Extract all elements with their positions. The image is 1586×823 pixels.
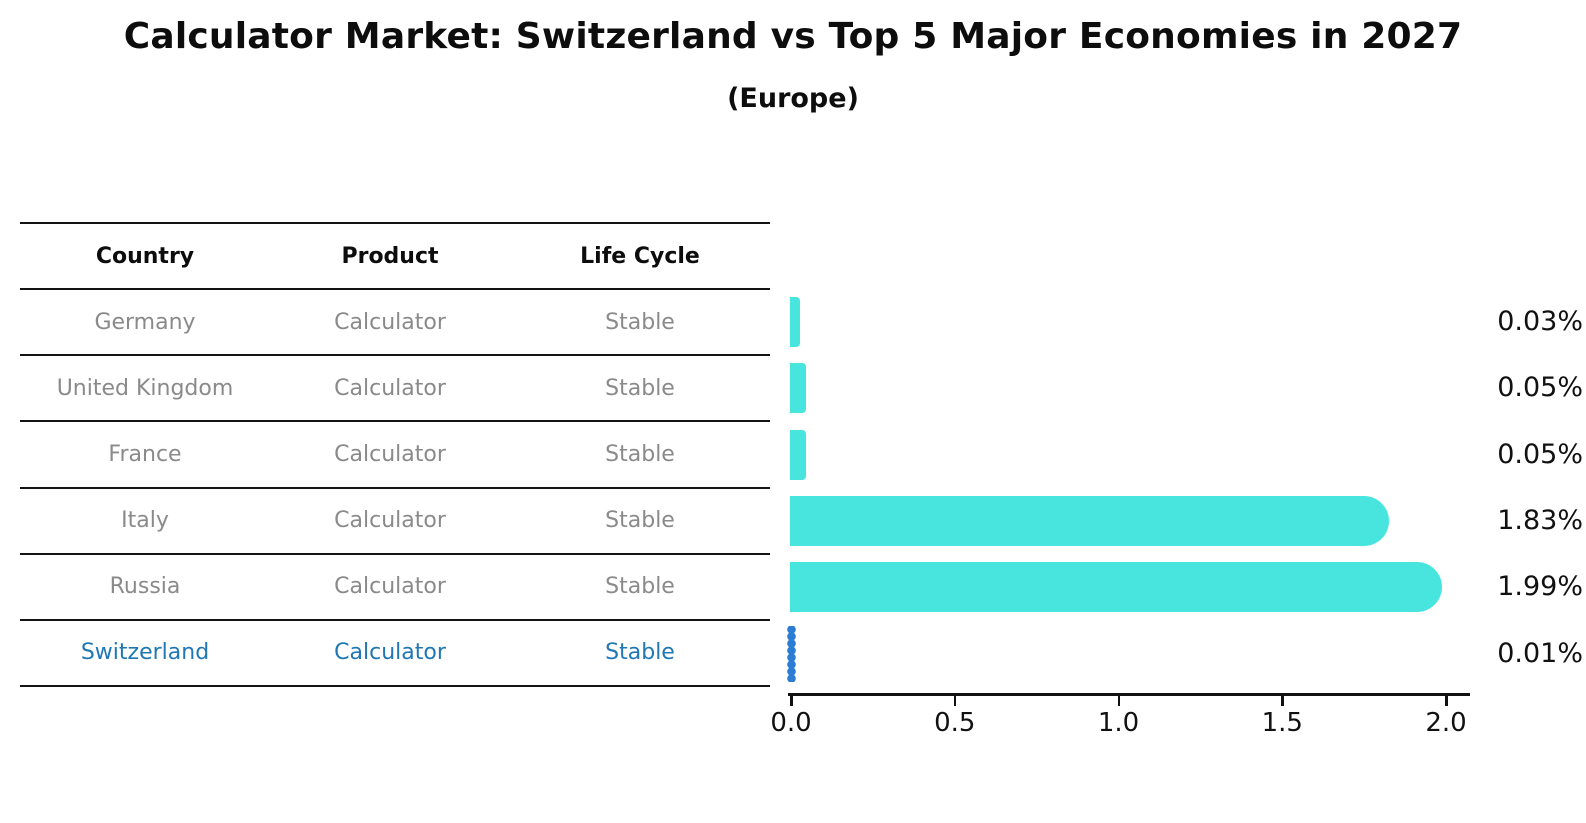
value-label-germany: 0.03% (1497, 305, 1583, 337)
cell-product: Calculator (334, 375, 446, 401)
table-row-italy: Italy Calculator Stable (20, 486, 770, 553)
cell-country: Italy (121, 508, 169, 534)
table-row-germany: Germany Calculator Stable (20, 288, 770, 354)
cell-country: Germany (94, 309, 196, 335)
x-tick-mark (1445, 696, 1448, 706)
cell-product: Calculator (334, 640, 446, 666)
bar-france (790, 429, 807, 480)
table-row-france: France Calculator Stable (20, 420, 770, 486)
x-tick-label: 0.5 (934, 708, 976, 738)
cell-country: Russia (109, 574, 181, 600)
cell-life-cycle: Stable (605, 574, 675, 600)
value-label-united-kingdom: 0.05% (1497, 372, 1583, 404)
value-label-italy: 1.83% (1497, 504, 1583, 536)
chart-subtitle: (Europe) (727, 83, 859, 114)
x-tick-mark (790, 696, 793, 706)
cell-life-cycle: Stable (605, 508, 675, 534)
bar-switzerland (787, 625, 796, 682)
table-row-united-kingdom: United Kingdom Calculator Stable (20, 354, 770, 420)
cell-life-cycle: Stable (605, 441, 675, 467)
bar-russia (790, 562, 1442, 613)
cell-country: France (108, 441, 182, 467)
country-table: Country Product Life Cycle Germany Calcul… (20, 222, 770, 687)
x-tick-label: 1.5 (1261, 708, 1303, 738)
cell-country: United Kingdom (56, 375, 234, 401)
x-axis-line (788, 693, 1470, 696)
cell-product: Calculator (334, 508, 446, 534)
cell-life-cycle: Stable (605, 640, 675, 666)
table-row-switzerland: Switzerland Calculator Stable (20, 618, 770, 685)
column-header-country: Country (95, 243, 195, 269)
cell-product: Calculator (334, 574, 446, 600)
x-tick-label: 1.0 (1097, 708, 1140, 738)
cell-life-cycle: Stable (605, 309, 675, 335)
value-label-switzerland: 0.01% (1497, 637, 1583, 669)
cell-country: Switzerland (80, 640, 210, 666)
table-header-row: Country Product Life Cycle (20, 222, 770, 288)
x-tick-label: 2.0 (1425, 708, 1467, 738)
x-tick-mark (1281, 696, 1284, 706)
x-tick-label: 0.0 (770, 708, 812, 738)
x-tick-mark (953, 696, 957, 706)
bar-germany (790, 296, 800, 347)
column-header-life-cycle: Life Cycle (580, 243, 700, 269)
cell-life-cycle: Stable (605, 375, 675, 401)
value-label-russia: 1.99% (1497, 571, 1583, 603)
cell-product: Calculator (334, 441, 446, 467)
table-row-russia: Russia Calculator Stable (20, 552, 770, 619)
cell-product: Calculator (334, 309, 446, 335)
bar-united-kingdom (790, 363, 807, 414)
column-header-product: Product (341, 243, 439, 269)
chart-title: Calculator Market: Switzerland vs Top 5 … (123, 16, 1463, 57)
x-tick-mark (1117, 696, 1120, 706)
bar-italy (790, 495, 1390, 546)
value-label-france: 0.05% (1497, 438, 1583, 470)
